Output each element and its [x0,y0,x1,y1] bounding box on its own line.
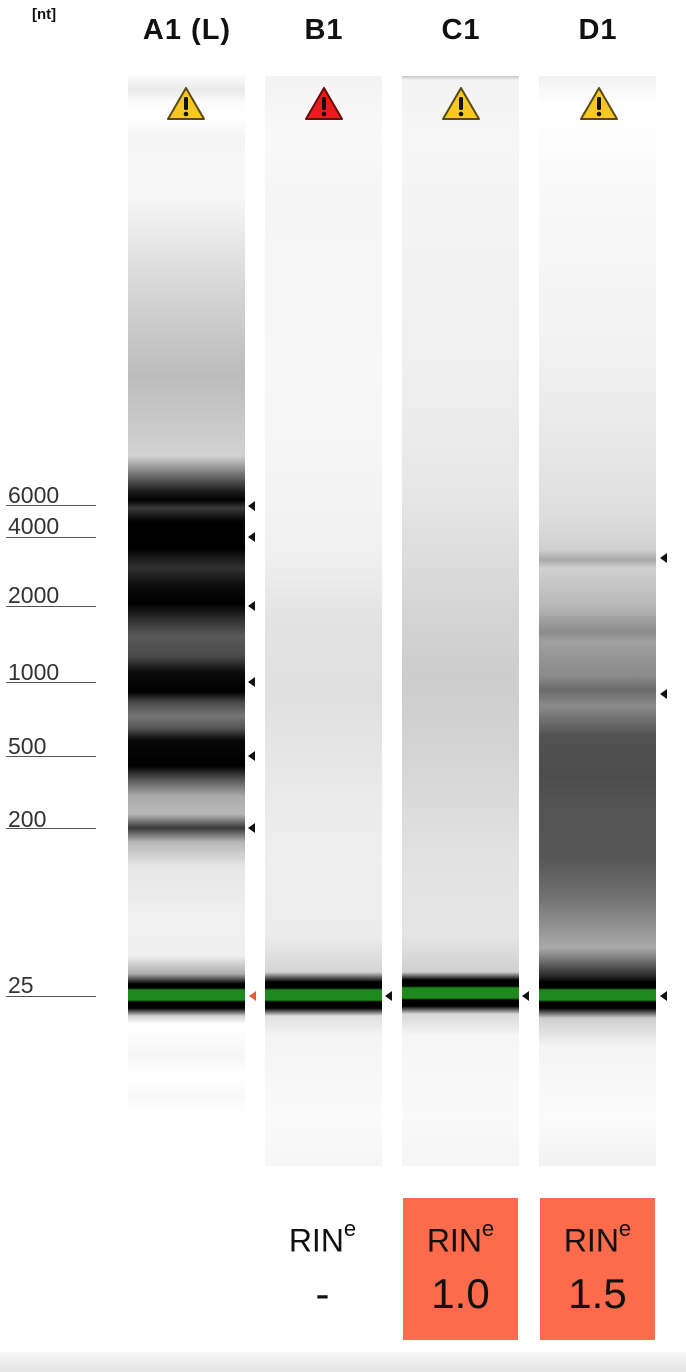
lane-title-b1: B1 [304,14,344,46]
warning-yellow-icon[interactable] [166,86,206,122]
size-marker-tick [6,756,96,757]
warning-yellow-icon[interactable] [441,86,481,122]
size-marker-label: 6000 [8,482,60,508]
size-marker-label: 25 [8,972,34,998]
rin-label-superscript: e [481,1216,495,1241]
size-marker-tick [6,996,96,997]
warning-red-icon[interactable] [304,86,344,122]
size-marker-label: 200 [8,806,47,832]
size-marker-label: 1000 [8,659,60,685]
size-marker-label: 4000 [8,513,60,539]
gel-lane-d1[interactable] [539,76,656,1166]
size-marker-tick [6,828,96,829]
rin-label: RIN [563,1222,619,1259]
peak-arrow-icon [248,532,255,542]
lane-title-a1: A1 (L) [142,14,232,46]
size-marker-tick [6,606,96,607]
gel-lane-a1[interactable] [128,76,245,1166]
lower-marker-arrow-icon [522,991,529,1001]
rin-score-c1[interactable]: RINe 1.0 [403,1198,518,1340]
rin-value: - [315,1270,330,1317]
lane-title-c1: C1 [441,14,481,46]
size-marker-tick [6,537,96,538]
unit-label: [nt] [32,6,57,23]
peak-arrow-icon [248,751,255,761]
size-marker-tick [6,682,96,683]
rin-score-b1: RINe - [265,1198,380,1340]
rin-label-superscript: e [343,1216,357,1241]
rin-value: 1.5 [568,1270,627,1317]
rin-label: RIN [426,1222,482,1259]
gel-lane-b1[interactable] [265,76,382,1166]
lower-marker-arrow-icon [249,991,256,1001]
rin-label-superscript: e [618,1216,632,1241]
lower-marker-arrow-icon [385,991,392,1001]
gel-lane-c1[interactable] [402,76,519,1166]
warning-yellow-icon[interactable] [579,86,619,122]
size-marker-tick [6,505,96,506]
peak-arrow-icon [248,823,255,833]
peak-arrow-icon [248,501,255,511]
peak-arrow-icon [660,553,667,563]
rin-value: 1.0 [431,1270,490,1317]
size-marker-label: 2000 [8,582,60,608]
rin-score-d1[interactable]: RINe 1.5 [540,1198,655,1340]
lane-title-d1: D1 [578,14,618,46]
size-marker-label: 500 [8,733,47,759]
rin-label: RIN [288,1222,344,1259]
peak-arrow-icon [248,677,255,687]
lower-marker-arrow-icon [660,991,667,1001]
peak-arrow-icon [660,689,667,699]
peak-arrow-icon [248,601,255,611]
bottom-strip [0,1352,686,1372]
